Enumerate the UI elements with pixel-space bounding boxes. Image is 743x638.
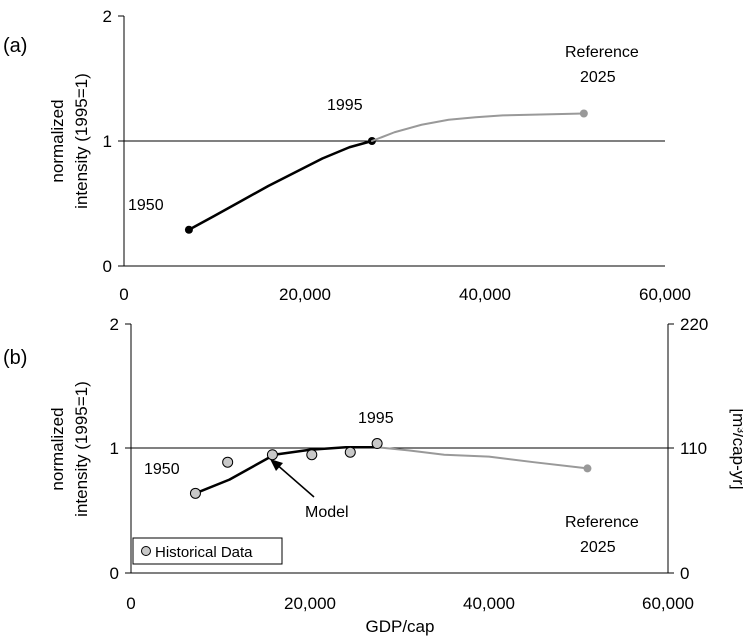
panel-b-ylabel-line2: intensity (1995=1) xyxy=(72,381,91,517)
panel-b-xtick-label-40000: 40,000 xyxy=(463,594,515,613)
panel-b: (b) normalized intensity (1995=1) [m³/ca… xyxy=(3,315,743,636)
panel-b-y2label: [m³/cap-yr] xyxy=(729,408,743,489)
panel-a-xtick-label-60000: 60,000 xyxy=(639,285,691,304)
panel-b-historical-point xyxy=(306,449,318,461)
panel-b-ytick-label-1: 1 xyxy=(110,439,119,458)
panel-b-historical-point xyxy=(344,446,356,458)
panel-a-ylabel-line1: normalized xyxy=(48,99,67,182)
panel-b-ytick-label-2: 2 xyxy=(110,315,119,334)
panel-a-xtick-label-40000: 40,000 xyxy=(459,285,511,304)
panel-a-annotation-1995: 1995 xyxy=(327,97,363,114)
panel-a-ytick-label-2: 2 xyxy=(103,7,112,26)
panel-a-annotation-reference: Reference xyxy=(565,44,639,61)
panel-b-marks xyxy=(189,438,592,499)
panel-a-ylabel-line2: intensity (1995=1) xyxy=(72,73,91,209)
panel-b-historical-point xyxy=(266,449,278,461)
panel-a: (a) normalized intensity (1995=1) 2 1 0 … xyxy=(3,7,691,304)
panel-b-historical-point xyxy=(222,456,234,468)
panel-a-label: (a) xyxy=(3,35,27,57)
panel-b-annotation-reference: Reference xyxy=(565,514,639,531)
panel-b-xtick-label-0: 0 xyxy=(126,594,135,613)
panel-a-ytick-label-0: 0 xyxy=(103,257,112,276)
panel-b-xlabel: GDP/cap xyxy=(366,617,435,636)
panel-a-reference-endpoint xyxy=(579,109,588,118)
panel-b-reference-endpoint xyxy=(583,464,592,473)
panel-b-annotation-1995: 1995 xyxy=(358,410,394,427)
legend-label-historical: Historical Data xyxy=(155,544,253,561)
model-arrow-head xyxy=(270,459,283,471)
panel-a-series-line-0 xyxy=(187,139,374,231)
panel-b-ylabel-line1: normalized xyxy=(48,407,67,490)
panel-a-annotation-1950: 1950 xyxy=(128,197,164,214)
panel-b-y2tick-label-0: 0 xyxy=(680,564,689,583)
panel-b-xtick-label-60000: 60,000 xyxy=(642,594,694,613)
model-arrow-shaft xyxy=(274,462,315,498)
panel-b-y2tick-label-110: 110 xyxy=(680,439,707,458)
panel-a-series-endpoint xyxy=(184,225,193,234)
panel-b-y2tick-label-220: 220 xyxy=(680,315,708,334)
panel-b-historical-point xyxy=(189,487,201,499)
panel-b-model-arrow xyxy=(270,459,315,498)
panel-a-ytick-label-1: 1 xyxy=(103,132,112,151)
panel-b-annotation-model: Model xyxy=(305,504,349,521)
panel-a-series-line-1 xyxy=(370,112,585,142)
panel-a-xtick-label-20000: 20,000 xyxy=(279,285,331,304)
panel-b-historical-point xyxy=(371,438,383,450)
panel-b-xtick-label-20000: 20,000 xyxy=(284,594,336,613)
panel-a-annotation-2025: 2025 xyxy=(580,69,616,86)
panel-b-ytick-label-0: 0 xyxy=(110,564,119,583)
legend-box xyxy=(132,537,283,565)
panel-b-legend: Historical Data xyxy=(132,537,283,565)
panel-b-annotation-1950: 1950 xyxy=(144,461,180,478)
legend-marker-historical xyxy=(141,546,151,556)
panel-b-series-line-1 xyxy=(376,446,589,470)
panel-a-marks xyxy=(184,109,588,234)
panel-b-annotation-2025: 2025 xyxy=(580,539,616,556)
panel-a-xtick-label-0: 0 xyxy=(119,285,128,304)
panel-b-label: (b) xyxy=(3,347,27,369)
